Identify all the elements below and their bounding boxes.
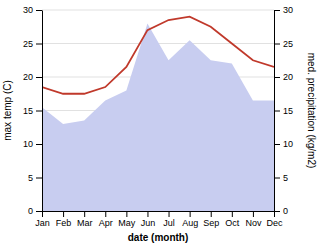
tick-mark [105,211,106,217]
tick-label: Dec [266,218,283,228]
tick: 10 [274,139,293,149]
plot: JanFebMarAprMayJunJulAugSepOctNovDec0510… [23,5,293,228]
tick-label: Apr [99,218,113,228]
tick: 0 [274,206,288,216]
tick-label: 5 [28,173,33,183]
axis-line [43,211,275,212]
tick-mark [36,44,42,45]
tick: Dec [266,211,283,228]
tick-label: Aug [182,218,198,228]
tick-label: Feb [56,218,72,228]
tick-label: 10 [283,139,293,149]
tick: Jul [163,211,175,228]
tick-mark [42,211,43,217]
tick-mark [169,211,170,217]
tick-mark [274,178,280,179]
tick: 15 [23,106,42,116]
tick: 15 [274,106,293,116]
tick-mark [274,144,280,145]
tick-mark [36,111,42,112]
y-axis: 0 5 10 15 20 25 30 [23,5,43,216]
tick-label: Mar [77,218,93,228]
tick-label: 0 [28,206,33,216]
tick-label: Oct [225,218,240,228]
tick-mark [36,144,42,145]
tick: Mar [77,211,93,228]
tick: Nov [245,211,262,228]
tick-label: 30 [23,5,33,15]
tick: 30 [23,5,42,15]
tick-label: Jun [141,218,156,228]
tick-mark [63,211,64,217]
tick-mark [36,211,42,212]
tick-mark [84,211,85,217]
line [42,17,274,94]
tick-mark [274,44,280,45]
tick: 25 [23,39,42,49]
y2-axis-title: med. precipitation (kg/m2) [306,53,317,169]
tick-label: 5 [283,173,288,183]
grid [42,10,274,211]
tick-label: 0 [283,206,288,216]
tick-label: 15 [23,106,33,116]
x-axis: Jan Feb Mar Apr May Jun Jul Aug Sep Oct Nov Dec [35,211,283,228]
tick: Feb [56,211,72,228]
tick: Apr [99,211,113,228]
tick-label: Sep [203,218,219,228]
tick: Oct [225,211,240,228]
tick-mark [274,111,280,112]
tick: 5 [28,173,42,183]
tick: May [118,211,136,228]
axis-line [42,11,43,212]
y2-axis: 0 5 10 15 20 25 30 [274,5,293,216]
tick: Jan [35,211,50,228]
tick: 25 [274,39,293,49]
tick-label: 20 [23,72,33,82]
tick: 20 [23,72,42,82]
grid-line [42,10,274,11]
tick-label: May [118,218,136,228]
tick-mark [36,77,42,78]
tick-mark [36,178,42,179]
tick-mark [274,77,280,78]
tick-mark [211,211,212,217]
tick-label: 10 [23,139,33,149]
x-axis-title: date (month) [128,232,189,243]
chart: JanFebMarAprMayJunJulAugSepOctNovDec0510… [0,0,318,247]
tick-label: 25 [283,39,293,49]
tick: 20 [274,72,293,82]
tick-mark [253,211,254,217]
marks [42,17,274,211]
tick-label: 30 [283,5,293,15]
tick: 30 [274,5,293,15]
tick-mark [232,211,233,217]
y-axis-title: max temp (C) [2,80,13,141]
tick-mark [147,211,148,217]
tick-mark [274,211,280,212]
tick: 10 [23,139,42,149]
tick-label: 20 [283,72,293,82]
tick-label: Nov [245,218,262,228]
tick-mark [274,10,280,11]
tick-mark [190,211,191,217]
tick: Aug [182,211,198,228]
tick-label: 25 [23,39,33,49]
tick: Sep [203,211,219,228]
area [42,23,274,211]
tick-mark [36,10,42,11]
tick-label: 15 [283,106,293,116]
tick: 0 [28,206,42,216]
tick-label: Jul [163,218,175,228]
tick: 5 [274,173,288,183]
tick-mark [126,211,127,217]
tick: Jun [141,211,156,228]
tick-label: Jan [35,218,50,228]
